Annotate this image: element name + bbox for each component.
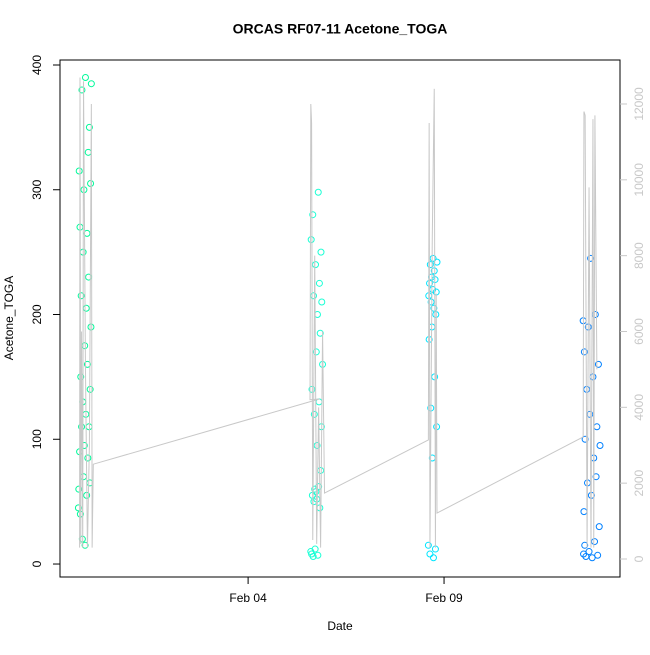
y2-tick-label: 2000 <box>632 469 646 496</box>
x-axis-label: Date <box>327 619 353 633</box>
data-point <box>309 553 317 561</box>
data-point <box>429 254 437 262</box>
y2-tick-label: 12000 <box>632 87 646 121</box>
y-tick-label: 300 <box>30 179 44 199</box>
data-point <box>315 279 323 287</box>
data-point <box>594 551 602 559</box>
altitude-line <box>79 77 598 548</box>
data-point <box>588 554 596 562</box>
data-point <box>314 188 322 196</box>
x-tick-label: Feb 09 <box>425 591 463 605</box>
data-point <box>82 304 90 312</box>
data-point <box>427 298 435 306</box>
data-point <box>592 473 600 481</box>
data-point <box>591 538 599 546</box>
data-point <box>83 229 91 237</box>
data-point <box>314 551 322 559</box>
y2-tick-label: 8000 <box>632 242 646 269</box>
data-point <box>595 523 603 531</box>
data-point <box>594 360 602 368</box>
data-point <box>581 541 589 549</box>
data-point <box>593 423 601 431</box>
data-point <box>77 292 85 300</box>
data-point <box>78 86 86 94</box>
y-tick-label: 100 <box>30 429 44 449</box>
data-point <box>429 554 437 562</box>
data-point <box>318 298 326 306</box>
y2-tick-label: 6000 <box>632 318 646 345</box>
chart-title: ORCAS RF07-11 Acetone_TOGA <box>233 21 448 37</box>
data-point <box>310 410 318 418</box>
plot-frame <box>59 59 621 578</box>
data-point <box>317 248 325 256</box>
y-tick-label: 400 <box>30 55 44 75</box>
data-point <box>317 466 325 474</box>
data-point <box>85 123 93 131</box>
data-point <box>74 504 82 512</box>
data-point <box>311 545 319 553</box>
data-point <box>580 508 588 516</box>
data-point <box>313 442 321 450</box>
data-point <box>426 261 434 269</box>
data-point <box>310 292 318 300</box>
data-point <box>585 548 593 556</box>
data-point <box>87 80 95 88</box>
data-point <box>596 442 604 450</box>
data-point <box>424 541 432 549</box>
data-point <box>84 148 92 156</box>
data-point <box>75 485 83 493</box>
y2-tick-label: 0 <box>632 555 646 562</box>
data-point <box>430 304 438 312</box>
data-point <box>83 360 91 368</box>
data-point <box>312 348 320 356</box>
data-point <box>81 541 89 549</box>
data-point <box>84 454 92 462</box>
y-tick-label: 0 <box>30 560 44 567</box>
data-point <box>433 258 441 266</box>
data-point <box>307 236 315 244</box>
y2-tick-label: 10000 <box>632 163 646 197</box>
data-point <box>312 261 320 269</box>
data-point <box>81 73 89 81</box>
y2-tick-label: 4000 <box>632 394 646 421</box>
data-point <box>309 211 317 219</box>
data-point <box>580 348 588 356</box>
data-point <box>75 167 83 175</box>
data-point <box>87 323 95 331</box>
data-point <box>316 329 324 337</box>
data-point <box>426 550 434 558</box>
x-tick-label: Feb 04 <box>229 591 267 605</box>
y-tick-label: 200 <box>30 304 44 324</box>
y-axis-label: Acetone_TOGA <box>2 276 16 361</box>
